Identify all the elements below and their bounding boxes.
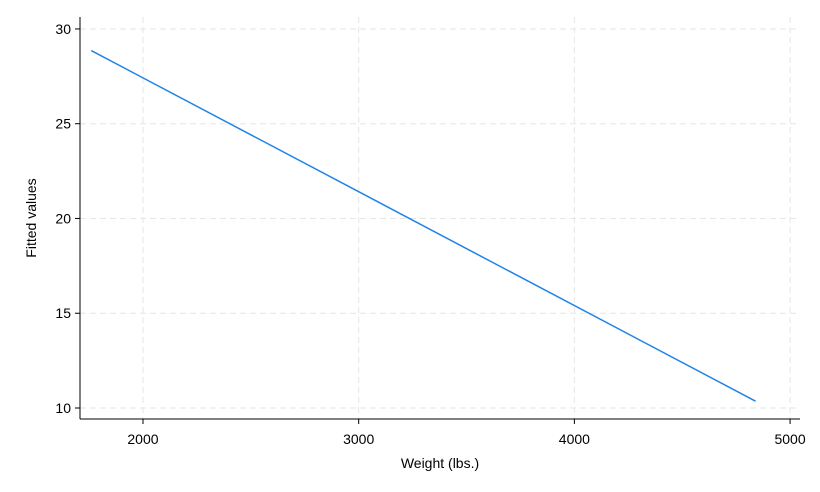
y-tick-label: 15 (55, 305, 71, 321)
x-tick-label: 4000 (559, 431, 590, 447)
y-tick-label: 20 (55, 210, 71, 226)
y-tick-label: 25 (55, 116, 71, 132)
x-tick-label: 2000 (127, 431, 158, 447)
y-tick-label: 30 (55, 21, 71, 37)
x-tick-label: 5000 (774, 431, 805, 447)
fit-line (90, 49, 756, 402)
y-axis-title: Fitted values (23, 178, 39, 257)
y-tick-label: 10 (55, 400, 71, 416)
x-axis-title: Weight (lbs.) (401, 455, 479, 471)
x-tick-label: 3000 (343, 431, 374, 447)
